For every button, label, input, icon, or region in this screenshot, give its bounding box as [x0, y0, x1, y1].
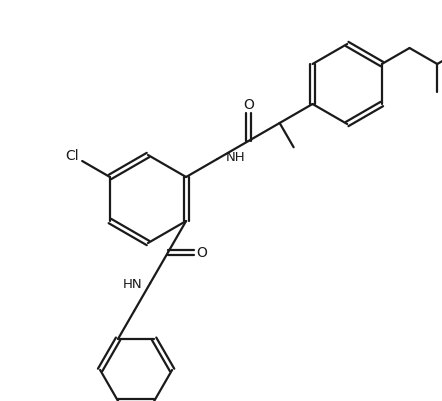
Text: NH: NH: [225, 151, 245, 164]
Text: HN: HN: [122, 277, 142, 290]
Text: O: O: [197, 245, 208, 259]
Text: O: O: [243, 98, 254, 112]
Text: Cl: Cl: [65, 149, 79, 162]
